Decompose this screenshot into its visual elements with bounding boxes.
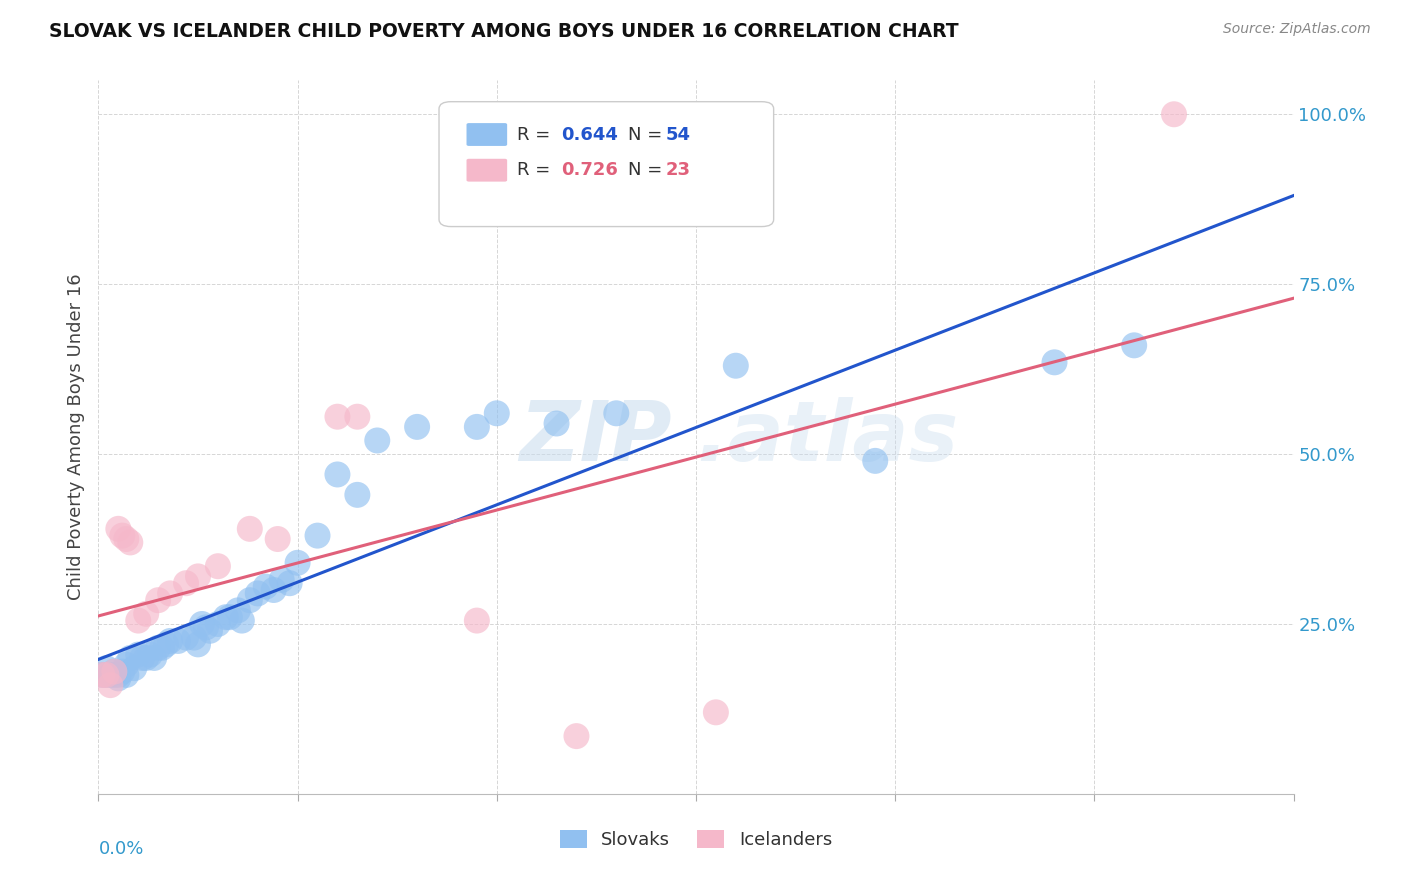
Point — [187, 637, 209, 651]
Text: N =: N = — [628, 126, 668, 144]
Point — [150, 640, 173, 655]
Point — [865, 454, 887, 468]
Point — [326, 409, 349, 424]
Point — [246, 586, 269, 600]
Point — [127, 648, 149, 662]
Point — [239, 522, 262, 536]
Point — [704, 706, 727, 720]
Point — [148, 640, 170, 655]
Point — [174, 576, 197, 591]
Point — [135, 607, 157, 621]
Text: SLOVAK VS ICELANDER CHILD POVERTY AMONG BOYS UNDER 16 CORRELATION CHART: SLOVAK VS ICELANDER CHILD POVERTY AMONG … — [49, 22, 959, 41]
Point — [120, 651, 142, 665]
Point — [254, 580, 277, 594]
Point — [346, 488, 368, 502]
FancyBboxPatch shape — [467, 159, 508, 182]
Point — [159, 586, 181, 600]
Point — [406, 420, 429, 434]
Legend: Slovaks, Icelanders: Slovaks, Icelanders — [553, 822, 839, 856]
Text: ZIP: ZIP — [519, 397, 672, 477]
Point — [174, 631, 197, 645]
Point — [183, 631, 205, 645]
Text: 54: 54 — [666, 126, 692, 144]
Point — [231, 614, 253, 628]
Point — [565, 729, 588, 743]
Point — [96, 668, 118, 682]
Point — [91, 668, 114, 682]
Point — [115, 657, 138, 672]
Point — [1043, 355, 1066, 369]
Point — [103, 665, 125, 679]
Point — [278, 576, 301, 591]
Point — [215, 610, 238, 624]
Point — [207, 559, 229, 574]
Point — [187, 569, 209, 583]
Text: R =: R = — [517, 161, 555, 179]
Point — [546, 417, 568, 431]
Point — [127, 614, 149, 628]
Text: Source: ZipAtlas.com: Source: ZipAtlas.com — [1223, 22, 1371, 37]
Point — [91, 668, 114, 682]
Point — [167, 634, 190, 648]
Point — [366, 434, 388, 448]
Point — [195, 620, 218, 634]
Point — [143, 651, 166, 665]
Point — [148, 593, 170, 607]
Point — [191, 617, 214, 632]
Point — [465, 420, 488, 434]
Point — [198, 624, 221, 638]
Point — [159, 634, 181, 648]
Point — [98, 678, 122, 692]
FancyBboxPatch shape — [439, 102, 773, 227]
Point — [96, 661, 118, 675]
Point — [263, 582, 285, 597]
Point — [207, 617, 229, 632]
Point — [124, 661, 146, 675]
Point — [103, 668, 125, 682]
Point — [270, 573, 292, 587]
Point — [98, 668, 122, 682]
Point — [346, 409, 368, 424]
Text: 23: 23 — [666, 161, 692, 179]
Point — [239, 593, 262, 607]
Text: .atlas: .atlas — [696, 397, 959, 477]
Point — [115, 532, 138, 546]
Point — [1163, 107, 1185, 121]
Point — [724, 359, 747, 373]
Point — [307, 528, 329, 542]
Text: R =: R = — [517, 126, 555, 144]
Text: 0.644: 0.644 — [561, 126, 617, 144]
Point — [326, 467, 349, 482]
Point — [139, 648, 162, 662]
Point — [107, 671, 129, 685]
Point — [107, 668, 129, 682]
Point — [111, 665, 134, 679]
Point — [131, 651, 153, 665]
Point — [219, 610, 242, 624]
FancyBboxPatch shape — [467, 123, 508, 146]
Point — [155, 637, 177, 651]
Point — [111, 528, 134, 542]
Point — [226, 603, 249, 617]
Point — [120, 535, 142, 549]
Point — [107, 522, 129, 536]
Point — [1123, 338, 1146, 352]
Point — [485, 406, 508, 420]
Y-axis label: Child Poverty Among Boys Under 16: Child Poverty Among Boys Under 16 — [66, 274, 84, 600]
Point — [135, 651, 157, 665]
Point — [287, 556, 309, 570]
Text: 0.0%: 0.0% — [98, 840, 143, 858]
Point — [115, 668, 138, 682]
Point — [96, 668, 118, 682]
Point — [605, 406, 627, 420]
Point — [465, 614, 488, 628]
Text: N =: N = — [628, 161, 668, 179]
Point — [267, 532, 290, 546]
Text: 0.726: 0.726 — [561, 161, 617, 179]
Point — [103, 665, 125, 679]
